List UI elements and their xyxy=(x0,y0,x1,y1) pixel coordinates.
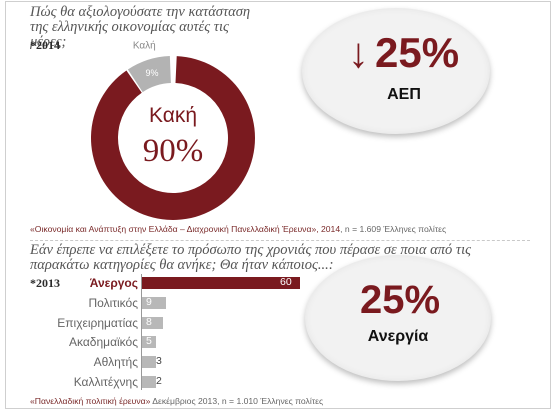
top-source-title: «Οικονομία και Ανάπτυξη στην Ελλάδα – Δι… xyxy=(30,224,341,234)
donut-chart: Κακή 90% 9% Καλή xyxy=(90,39,256,220)
bar-value-label: 5 xyxy=(146,335,152,348)
section-divider xyxy=(30,240,530,241)
unemployment-stat-value: 25% xyxy=(360,278,441,322)
bar-category-label: Επιχειρηματίας xyxy=(57,315,138,330)
bar-value-label: 8 xyxy=(146,315,152,328)
bottom-source-title: «Πανελλαδική πολιτική έρευνα» xyxy=(30,396,151,406)
bottom-question: Εάν έπρεπε να επιλέξετε το πρόσωπο της χ… xyxy=(30,242,471,273)
donut-center-label: Κακή xyxy=(149,104,197,127)
gdp-stat-label: ΑΕΠ xyxy=(387,86,421,103)
bar-category-label: Πολιτικός xyxy=(88,295,139,310)
donut-slice-bad xyxy=(90,56,256,220)
bar-category-label: Άνεργος xyxy=(89,276,138,290)
unemployment-stat-label: Ανεργία xyxy=(367,328,429,345)
gdp-stat-value: 25% xyxy=(375,29,460,76)
gdp-stat-bubble xyxy=(302,8,490,134)
bottom-source: «Πανελλαδική πολιτική έρευνα» Δεκέμβριος… xyxy=(30,396,323,406)
top-source: «Οικονομία και Ανάπτυξη στην Ελλάδα – Δι… xyxy=(30,224,446,234)
donut-center-value: 90% xyxy=(143,133,204,169)
bar-value-label: 9 xyxy=(146,295,152,308)
bar xyxy=(142,376,156,388)
bar xyxy=(142,356,156,369)
gdp-down-arrow: ↓ xyxy=(348,29,369,76)
bar-category-label: Καλλιτέχνης xyxy=(73,375,138,389)
bottom-source-rest: Δεκέμβριος 2013, n = 1.010 Έλληνες πολίτ… xyxy=(150,396,324,406)
donut-slice-good-value: 9% xyxy=(146,68,159,78)
bar-value-label: 60 xyxy=(280,276,292,288)
bottom-year: *2013 xyxy=(30,276,60,290)
bar-category-label: Αθλητής xyxy=(93,355,138,370)
donut-slice-good xyxy=(127,56,171,93)
top-source-rest: , n = 1.609 Έλληνες πολίτες xyxy=(340,224,447,234)
bar-category-label: Ακαδημαϊκός xyxy=(69,335,138,350)
unemployment-stat-bubble xyxy=(305,255,491,381)
donut-slice-good-label: Καλή xyxy=(133,39,156,51)
bar xyxy=(142,316,164,329)
top-question: Πώς θα αξιολογούσατε την κατάσταση της ε… xyxy=(30,4,251,50)
bar xyxy=(142,296,166,309)
bar xyxy=(142,336,156,349)
bar xyxy=(142,277,300,289)
top-year: *2014 xyxy=(30,38,60,52)
bar-axis xyxy=(141,274,142,390)
bar-value-label: 2 xyxy=(156,375,162,387)
bar-value-label: 3 xyxy=(156,355,162,368)
